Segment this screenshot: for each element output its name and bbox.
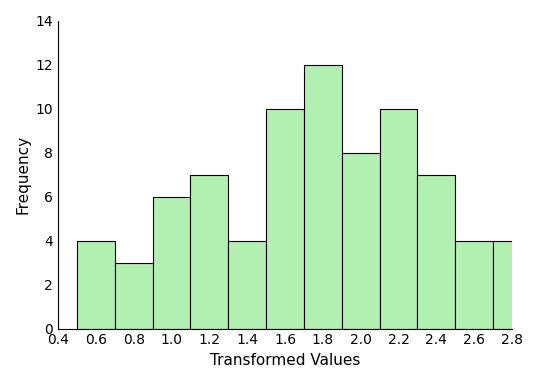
Bar: [77, 241, 115, 329]
Bar: [228, 241, 266, 329]
Y-axis label: Frequency: Frequency: [15, 135, 30, 214]
Bar: [190, 175, 228, 329]
Bar: [493, 241, 531, 329]
Bar: [455, 241, 493, 329]
Bar: [115, 263, 153, 329]
Bar: [342, 152, 380, 329]
Bar: [153, 196, 190, 329]
Bar: [380, 108, 417, 329]
X-axis label: Transformed Values: Transformed Values: [210, 353, 360, 368]
Bar: [304, 64, 342, 329]
Bar: [266, 108, 304, 329]
Bar: [417, 175, 455, 329]
